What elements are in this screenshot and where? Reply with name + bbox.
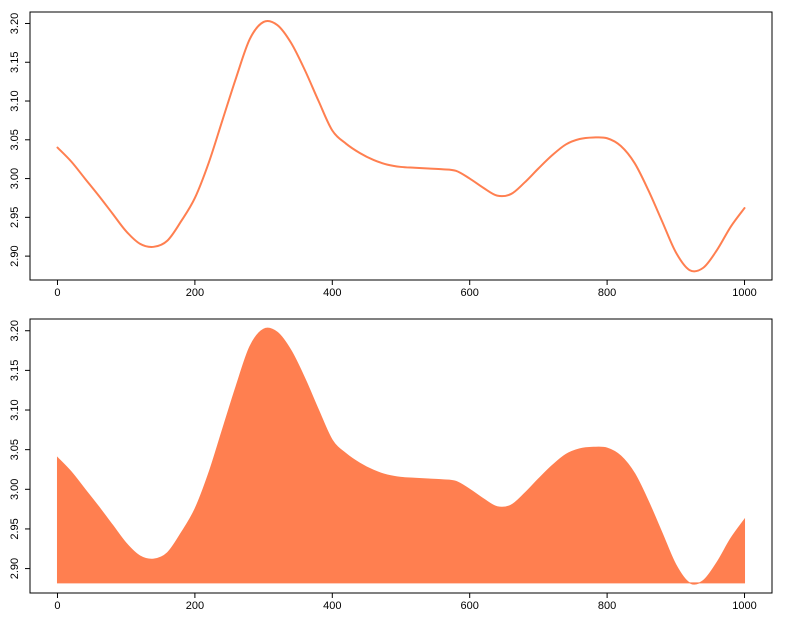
plot-box	[29, 318, 773, 594]
line-chart: 0 200 400 600 800 1000 2.90 2.95 3.00 3.05 3.10 3.1…	[9, 11, 773, 299]
y-tick-label: 3.20	[9, 13, 21, 34]
area-chart: 0 200 400 600 800 1000 2.90 2.95 3.00 3.05 3.10 3.1…	[9, 318, 773, 612]
y-tick-label: 3.10	[9, 90, 21, 111]
y-tick-label: 3.05	[9, 439, 21, 460]
area-chart-figure: 0 200 400 600 800 1000 2.90 2.95 3.00 3.05 3.10 3.1…	[0, 305, 800, 622]
y-tick-label: 3.05	[9, 129, 21, 150]
plot-box	[29, 11, 773, 281]
x-tick-label: 0	[54, 600, 60, 612]
x-tick-label: 0	[54, 287, 60, 299]
x-tick-label: 200	[186, 287, 204, 299]
y-tick-label: 3.20	[9, 320, 21, 341]
x-tick-label: 200	[186, 600, 204, 612]
x-tick-label: 600	[461, 600, 479, 612]
y-tick-label: 2.95	[9, 518, 21, 539]
y-tick-label: 2.90	[9, 245, 21, 266]
x-tick-label: 800	[598, 600, 616, 612]
x-tick-label: 1000	[732, 287, 756, 299]
y-tick-label: 3.15	[9, 52, 21, 73]
x-tick-label: 600	[461, 287, 479, 299]
x-tick-label: 400	[323, 600, 341, 612]
y-tick-label: 2.90	[9, 558, 21, 579]
x-tick-label: 1000	[732, 600, 756, 612]
x-tick-label: 800	[598, 287, 616, 299]
y-tick-label: 3.15	[9, 360, 21, 381]
y-tick-label: 3.00	[9, 479, 21, 500]
area-series	[56, 327, 746, 585]
line-series	[56, 19, 746, 273]
line-chart-figure: 0 200 400 600 800 1000 2.90 2.95 3.00 3.05 3.10 3.1…	[0, 0, 800, 305]
y-tick-label: 3.00	[9, 168, 21, 189]
y-tick-label: 3.10	[9, 399, 21, 420]
x-tick-label: 400	[323, 287, 341, 299]
y-tick-label: 2.95	[9, 207, 21, 228]
